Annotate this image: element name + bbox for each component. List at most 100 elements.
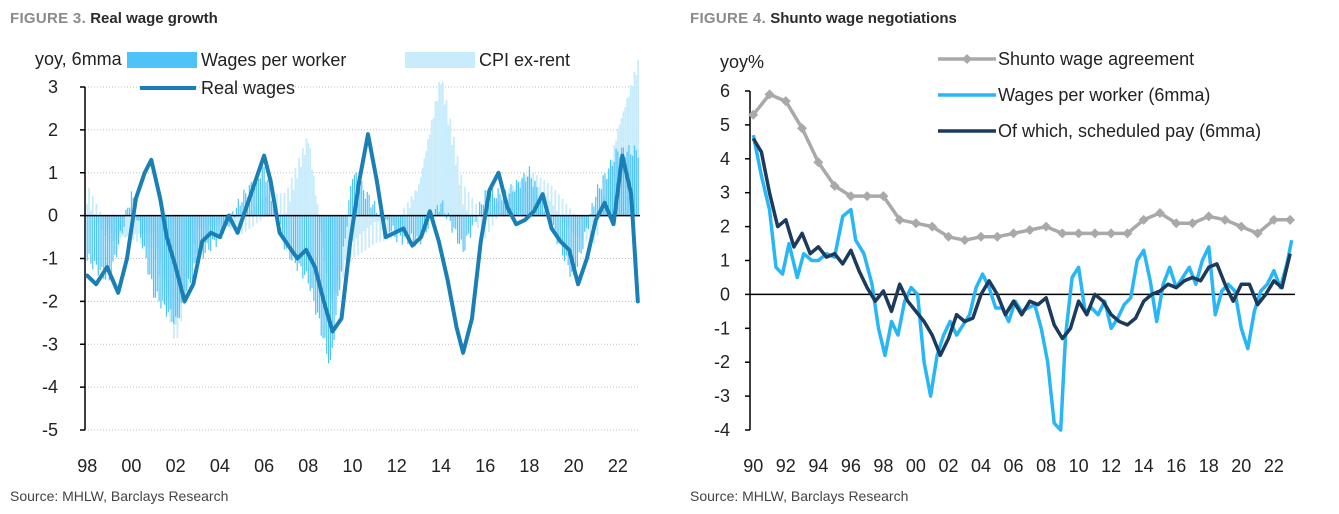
wage-bar [235,207,238,216]
wage-bar [263,167,265,216]
wage-bar [186,215,188,292]
wage-bar [200,215,203,251]
shunto-marker [894,214,905,225]
wage-bar [582,215,584,250]
wage-bar [398,215,400,233]
figure-3-name: Real wage growth [90,10,218,27]
x-tick-label: 22 [1264,456,1284,476]
wage-bar [409,215,411,243]
wage-bar [538,200,540,216]
cpi-bar [464,186,466,216]
wage-bar [353,174,355,216]
cpi-bar [244,215,247,232]
cpi-bar [410,196,413,216]
cpi-bar [430,120,433,216]
cpi-bar [447,124,450,216]
y-tick-label: 3 [720,183,730,203]
wage-bar [197,215,199,265]
wage-bar [283,215,285,250]
wage-bar [475,215,477,223]
wage-bar [112,215,114,262]
wage-bar [204,215,206,254]
wage-bar [526,176,529,216]
x-tick-label: 08 [298,456,318,476]
legend-real-label: Real wages [201,78,295,98]
y-tick-label: 5 [720,115,730,135]
wage-bar [396,215,398,243]
x-tick-label: 96 [841,456,861,476]
wage-bar [445,215,448,220]
wage-bar [211,215,214,240]
wage-bar [171,215,173,322]
wage-bar [539,197,542,216]
wage-bar [501,200,503,216]
cpi-bar [465,210,468,216]
cpi-bar [312,176,315,216]
wage-bar [414,215,416,247]
wage-bar [234,215,236,218]
wage-bar [392,215,394,226]
wage-bar [167,215,169,313]
wage-bar [606,179,608,216]
shunto-marker [1268,214,1279,225]
wage-bar [418,215,420,239]
wage-bar [519,188,521,216]
cpi-bar [633,71,636,216]
wage-bar [324,215,326,338]
figure-3-panel: FIGURE 3. Real wage growth 3 2 1 0 -1 -2 -3 -4-… [0,0,660,514]
wage-bar [495,198,497,216]
wage-bar [589,213,591,216]
wage-bar [453,215,455,228]
wage-bar [438,211,440,216]
wage-bar [337,215,339,297]
wage-bar [326,215,328,354]
shunto-marker [1057,228,1068,239]
wage-bar [305,215,308,272]
wage-bar [342,215,344,247]
legend-wages-label: Wages per worker [201,50,346,70]
shunto-marker [1106,228,1117,239]
wage-bar [363,190,365,216]
wage-bar [458,215,461,244]
shunto-marker [1252,228,1263,239]
wage-bar [187,215,190,280]
wage-bar [101,215,103,268]
wage-bar [182,215,184,298]
wage-bar [108,215,110,281]
x-tick-label: 02 [166,456,186,476]
wage-bar [464,215,466,251]
wage-bar [491,188,494,216]
wage-bar [490,194,492,216]
wage-bar [447,212,449,216]
wage-bar [569,215,571,277]
cpi-bar [307,143,310,216]
wage-bar [620,147,623,216]
wage-bar [119,215,121,231]
wage-bar [97,215,99,276]
wage-bar [237,198,239,216]
wage-bar [372,204,374,216]
wage-bar [532,186,534,216]
cpi-bar [353,215,356,258]
cpi-bar [366,215,369,228]
wage-bar [202,215,204,259]
cpi-bar [471,197,474,216]
cpi-bar [136,215,138,243]
legend-cpi-swatch [405,52,475,68]
y-tick-label: 2 [48,120,58,140]
figure-4-panel: FIGURE 4. Shunto wage negotiations 6 5 4 3 2… [690,0,1339,514]
x-tick-label: 00 [906,456,926,476]
cpi-bar [460,174,463,216]
wage-bar [331,215,333,348]
wage-bar [280,215,282,225]
cpi-bar [95,203,98,216]
wage-bar [562,215,564,256]
wage-bar [361,180,363,216]
wage-bar [412,215,414,242]
wage-bar [370,207,372,216]
wage-bar [456,215,459,244]
wage-bar [613,161,615,216]
wage-bar [609,159,612,216]
wage-bar [421,215,424,235]
